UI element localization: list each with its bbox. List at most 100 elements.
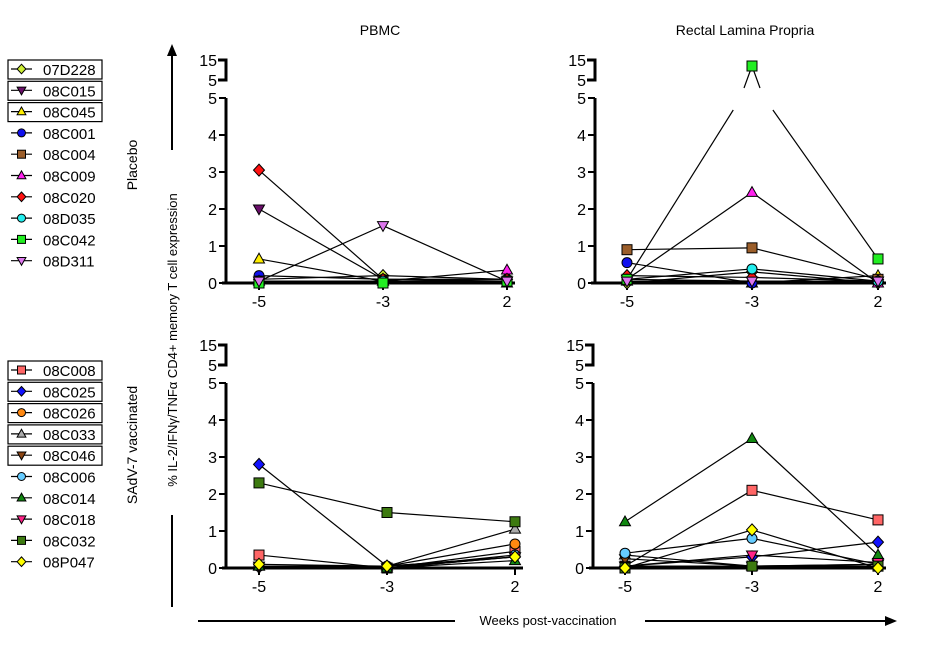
data-point [745,523,759,537]
data-point [745,431,759,443]
legend-item-box [7,360,103,381]
data-point [871,561,885,575]
legend-marker-triangle-up-icon [16,169,27,180]
panel-placebo-pbmc: 0 1 2 3 4 55 15 -5 -3 2 [199,53,515,311]
y-tick-label: 5 [208,73,217,90]
series-line [626,275,753,279]
legend-item-08C046: 08C046 [7,445,103,466]
legend-label: 08C025 [43,384,96,401]
series-line [624,537,753,554]
data-point [509,538,521,550]
legend-label: 08C020 [43,190,96,207]
data-point [376,221,390,233]
data-point [377,277,389,289]
series-08P047 [618,523,885,575]
legend-label: 08D035 [43,211,96,228]
legend-marker-square-icon [17,365,26,375]
y-tick-label: 4 [575,413,584,430]
data-point [620,276,634,288]
data-point [252,457,266,472]
y-tick-label: 15 [568,53,586,70]
data-point [621,257,633,269]
legend-label: 08C045 [43,105,96,122]
data-point [381,507,393,518]
panel-vaccinated-rlp: 0 1 2 3 4 55 15 -5 -3 2 [566,338,886,596]
series-line [386,543,516,567]
legend-marker-circle-icon [17,213,26,223]
series-line [258,463,388,567]
legend-item-box [7,424,103,445]
series-line [258,225,384,282]
column-title-pbmc: PBMC [360,22,400,38]
series-line [624,489,753,567]
series-line [626,191,753,280]
series-line [258,258,384,282]
x-label-arrow [198,616,897,626]
series-line [386,511,516,523]
legend-item-box [7,101,103,123]
legend-marker-diamond-icon [16,385,27,397]
series-line [624,558,753,567]
legend-label: 07D228 [43,62,96,79]
series-line [751,489,879,521]
legend-label: 08C008 [43,363,96,380]
legend-item-08C020: 08C020 [11,190,96,207]
series-line [626,247,753,251]
legend-label: 08C018 [43,512,96,529]
legend-label: 08P047 [43,555,95,572]
series-line [624,565,753,569]
series-line [258,275,384,280]
x-tick-label: -3 [745,579,759,596]
legend-item-08C026: 08C026 [7,403,103,424]
x-tick-label: -5 [252,579,266,596]
data-point [500,276,514,288]
legend-item-08D311: 08D311 [11,254,94,271]
data-point [746,560,758,572]
legend-marker-square-icon [17,149,26,159]
y-tick-label: 15 [199,338,217,355]
series-line [258,563,388,567]
data-point [380,559,394,573]
legend-label: 08C001 [43,126,96,143]
series-line [386,560,516,569]
y-tick-label: 5 [577,73,586,90]
data-point [252,252,266,264]
series-line [258,482,388,514]
data-point [252,276,266,288]
legend-marker-circle-icon [17,128,26,138]
legend-item-08C042: 08C042 [11,232,96,249]
series-line [386,556,516,567]
y-tick-label: 5 [575,376,584,393]
legend-item-08C018: 08C018 [11,512,96,529]
data-point [871,276,885,288]
legend-item-08C014: 08C014 [11,491,96,508]
legend-item-08C008: 08C008 [7,360,103,381]
legend-label: 08C026 [43,406,96,423]
legend-item-08C015: 08C015 [7,80,103,101]
legend-item-08C025: 08C025 [7,381,103,402]
y-tick-label: 0 [208,276,217,293]
y-tick-label: 1 [208,239,217,256]
legend-item-07D228: 07D228 [7,59,103,80]
data-point [508,522,522,534]
data-point [252,204,266,216]
legend-item-08C009: 08C009 [11,169,96,186]
legend-item-box [7,445,103,466]
y-tick-label: 2 [208,487,217,504]
legend-label: 08C006 [43,470,96,487]
series-line [382,280,508,284]
legend-placebo: 07D228 08C015 08C045 08C001 08C004 08C009 08C0… [7,59,103,271]
data-point [746,242,758,254]
y-tick-label: 5 [577,91,586,108]
series-line [624,529,753,569]
y-tick-label: 15 [566,338,584,355]
series-line [624,437,753,523]
legend-marker-triangle-up-icon [16,492,27,502]
y-tick-label: 5 [208,358,217,375]
legend-item-box [7,59,103,80]
series-line [624,554,753,567]
data-point [253,477,265,489]
data-point [252,163,266,177]
legend-vaccinated: 08C008 08C025 08C026 08C033 08C046 08C006 08C0… [7,360,103,572]
data-point [745,276,759,288]
